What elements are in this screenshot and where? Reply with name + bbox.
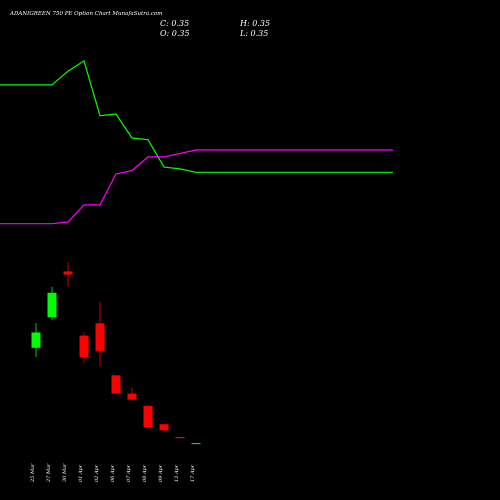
x-tick-label: 07 Apr: [126, 464, 132, 482]
candle: [31, 323, 41, 357]
candle-body: [159, 424, 169, 431]
candle-body: [63, 271, 73, 275]
x-tick-label: 09 Apr: [158, 464, 164, 482]
close-readout: C: 0.35: [160, 19, 189, 28]
candle-body: [191, 443, 201, 445]
overlay-lines: [0, 59, 393, 225]
x-tick-label: 06 Apr: [110, 464, 116, 482]
overlay-line-2: [0, 149, 393, 225]
candle-body: [95, 323, 105, 351]
candle: [143, 405, 153, 428]
candle-body: [79, 335, 89, 357]
candle-body: [31, 332, 41, 348]
candle-body: [47, 292, 57, 318]
chart-title: ADANIGREEN 750 PE Option Chart MunafaSut…: [9, 11, 163, 17]
x-tick-label: 08 Apr: [142, 464, 148, 482]
candle-body: [175, 437, 185, 439]
x-tick-label: 25 Mar: [30, 463, 36, 483]
candle-body: [111, 375, 121, 394]
candle-body: [143, 405, 153, 428]
candle: [127, 387, 137, 400]
candle: [175, 437, 185, 439]
candle: [95, 301, 105, 367]
x-tick-label: 01 Apr: [78, 464, 84, 482]
candle: [63, 262, 73, 287]
overlay-line-1: [0, 59, 393, 173]
candle: [159, 424, 169, 431]
candle-body: [127, 393, 137, 400]
x-tick-label: 02 Apr: [94, 464, 100, 482]
x-tick-label: 13 Apr: [174, 464, 180, 482]
candle: [47, 286, 57, 321]
open-readout: O: 0.35: [160, 29, 190, 38]
x-tick-label: 30 Mar: [62, 463, 68, 482]
high-readout: H: 0.35: [239, 19, 270, 28]
candle: [191, 443, 201, 445]
x-tick-label: 17 Apr: [190, 464, 196, 482]
x-axis-labels: 25 Mar 27 Mar 30 Mar 01 Apr 02 Apr 06 Apr 07 A…: [30, 463, 196, 483]
candle: [111, 375, 121, 394]
candles: [31, 262, 201, 445]
x-tick-label: 27 Mar: [46, 463, 52, 483]
candle: [79, 332, 89, 364]
low-readout: L: 0.35: [239, 29, 268, 38]
